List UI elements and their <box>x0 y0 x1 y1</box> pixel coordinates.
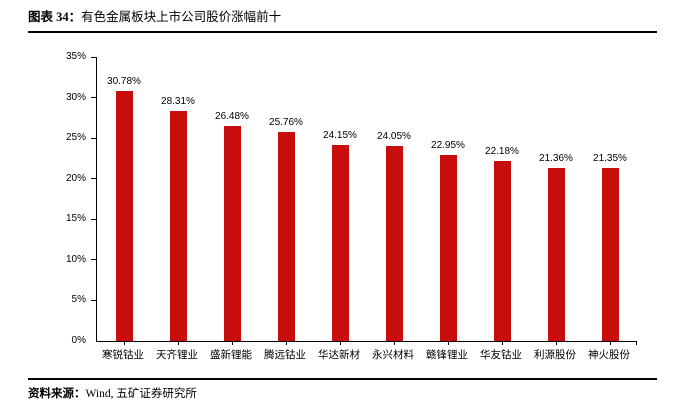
bar-永兴材料 <box>385 145 403 341</box>
source-text: Wind, 五矿证券研究所 <box>85 388 197 400</box>
x-axis-labels: 寒锐钴业 天齐锂业 盛新锂能 腾远钴业 华达新材 永兴材料 赣锋锂业 华友钴业 利源股份 神火股份 <box>96 347 636 363</box>
source-divider <box>28 378 657 380</box>
x-category-label: 神火股份 <box>588 350 630 361</box>
y-tick-label: 30% <box>65 91 86 103</box>
x-category-label: 华达新材 <box>318 350 360 361</box>
bar-value-label: 21.36% <box>539 152 573 164</box>
x-tick-mark <box>339 341 341 345</box>
bar-华达新材 <box>331 145 349 341</box>
x-category-label: 盛新锂能 <box>210 350 252 361</box>
bar-value-label: 22.95% <box>431 139 465 151</box>
x-tick-mark <box>555 341 557 345</box>
bar-value-label: 22.18% <box>485 146 519 158</box>
y-tick-mark <box>91 218 96 220</box>
y-tick-label: 20% <box>65 172 86 184</box>
bar-盛新锂能 <box>223 126 241 341</box>
x-tick-mark <box>393 341 395 345</box>
y-tick-mark <box>91 299 96 301</box>
bar-神火股份 <box>601 167 619 341</box>
bar-利源股份 <box>547 167 565 341</box>
y-tick-mark <box>91 97 96 99</box>
y-tick-mark <box>91 178 96 180</box>
bar-腾远钴业 <box>277 131 295 341</box>
x-category-label: 华友钴业 <box>480 350 522 361</box>
title-divider <box>28 31 657 33</box>
bar-value-label: 21.35% <box>593 152 627 164</box>
bar-赣锋锂业 <box>439 154 457 341</box>
x-category-label: 天齐锂业 <box>156 350 198 361</box>
bar-value-label: 30.78% <box>107 76 141 88</box>
bar-天齐锂业 <box>169 111 187 341</box>
y-tick-label: 5% <box>71 294 86 306</box>
y-tick-mark <box>91 56 96 58</box>
x-category-label: 腾远钴业 <box>264 350 306 361</box>
y-tick-mark <box>91 137 96 139</box>
x-category-label: 赣锋锂业 <box>426 350 468 361</box>
bar-华友钴业 <box>493 161 511 341</box>
bar-value-label: 24.05% <box>377 130 411 142</box>
bar-寒锐钴业 <box>115 91 133 341</box>
y-tick-label: 25% <box>65 132 86 144</box>
x-tick-mark <box>609 341 611 345</box>
bar-value-label: 25.76% <box>269 116 303 128</box>
source-label: 资料来源： <box>28 388 86 400</box>
y-tick-label: 35% <box>65 51 86 62</box>
x-tick-mark <box>636 341 637 345</box>
bar-value-label: 28.31% <box>161 96 195 108</box>
plot-area: 30.78% 28.31% 26.48% 25.76% 24.15% 24.05% 22.9… <box>96 57 637 345</box>
x-tick-mark <box>231 341 233 345</box>
y-tick-mark <box>91 259 96 261</box>
x-category-label: 永兴材料 <box>372 350 414 361</box>
figure-title-text: 有色金属板块上市公司股价涨幅前十 <box>81 10 282 24</box>
x-tick-mark <box>447 341 449 345</box>
figure-number-label: 图表 34： <box>28 10 82 24</box>
x-category-label: 寒锐钴业 <box>102 350 144 361</box>
y-tick-label: 15% <box>65 213 86 225</box>
source-note: 资料来源：Wind, 五矿证券研究所 <box>28 387 197 402</box>
y-tick-label: 0% <box>71 335 86 346</box>
x-tick-mark <box>501 341 503 345</box>
bar-value-label: 26.48% <box>215 111 249 123</box>
x-tick-mark <box>177 341 179 345</box>
x-tick-mark <box>123 341 125 345</box>
x-tick-mark <box>285 341 287 345</box>
x-category-label: 利源股份 <box>534 350 576 361</box>
y-tick-label: 10% <box>65 253 86 265</box>
figure-title: 图表 34：有色金属板块上市公司股价涨幅前十 <box>28 9 281 25</box>
bar-value-label: 24.15% <box>323 130 357 142</box>
